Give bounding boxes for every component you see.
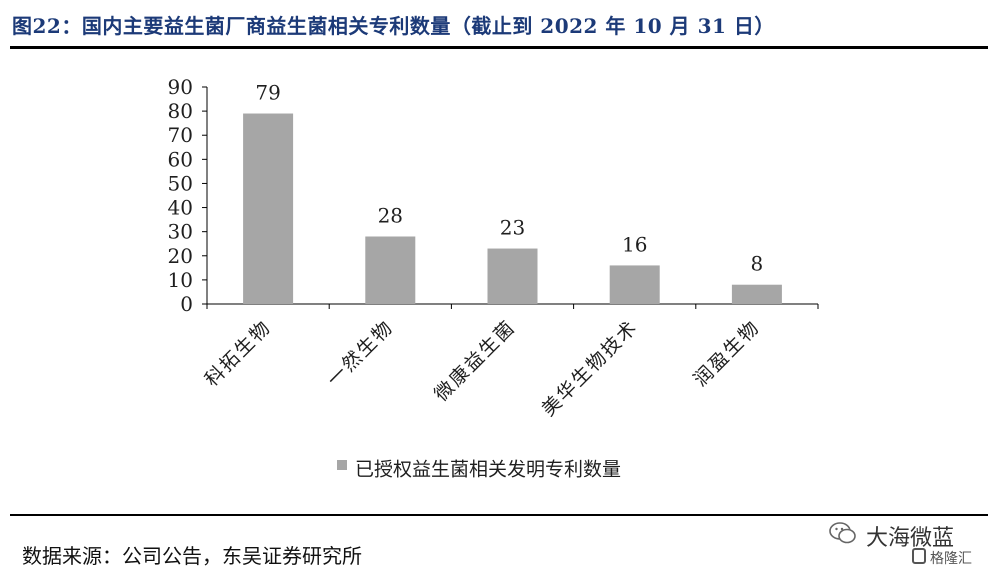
y-tick-label: 30	[168, 220, 193, 244]
x-category-label: 美华生物技术	[538, 316, 643, 421]
watermark-subtext: 格隆汇	[930, 551, 972, 567]
x-category-label: 一然生物	[323, 316, 398, 391]
watermark-text: 大海微蓝	[866, 526, 955, 551]
x-category-label: 润盈生物	[689, 316, 764, 391]
wechat-icon	[829, 522, 856, 544]
bottom-divider	[10, 514, 988, 516]
data-label: 28	[378, 203, 403, 227]
bar	[487, 248, 538, 304]
gelonghui-logo-icon	[912, 548, 926, 564]
y-tick-label: 20	[168, 244, 193, 268]
data-label: 16	[622, 232, 647, 256]
y-tick-label: 40	[168, 196, 193, 220]
x-category-label: 科拓生物	[201, 316, 276, 391]
data-label: 8	[751, 252, 764, 276]
header: 图22：国内主要益生菌厂商益生菌相关专利数量（截止到 2022 年 10 月 3…	[0, 0, 996, 46]
y-tick-label: 90	[168, 75, 193, 99]
y-tick-label: 50	[168, 171, 193, 195]
data-label: 79	[255, 81, 280, 105]
x-category-label: 微康益生菌	[430, 316, 520, 406]
bar	[365, 236, 416, 304]
bar	[243, 113, 294, 304]
y-tick-label: 10	[168, 268, 193, 292]
watermark: 大海微蓝 格隆汇	[822, 516, 992, 572]
source-note: 数据来源：公司公告，东吴证券研究所	[22, 544, 362, 568]
legend-label: 已授权益生菌相关发明专利数量	[355, 459, 621, 481]
top-divider	[10, 46, 988, 49]
y-tick-label: 0	[180, 292, 193, 316]
bar	[731, 284, 782, 304]
data-label: 23	[500, 216, 525, 240]
y-tick-label: 80	[168, 99, 193, 123]
bar	[609, 265, 660, 304]
y-tick-label: 70	[168, 123, 193, 147]
y-tick-label: 60	[168, 147, 193, 171]
figure-title: 图22：国内主要益生菌厂商益生菌相关专利数量（截止到 2022 年 10 月 3…	[12, 14, 775, 38]
legend-swatch	[337, 460, 347, 470]
